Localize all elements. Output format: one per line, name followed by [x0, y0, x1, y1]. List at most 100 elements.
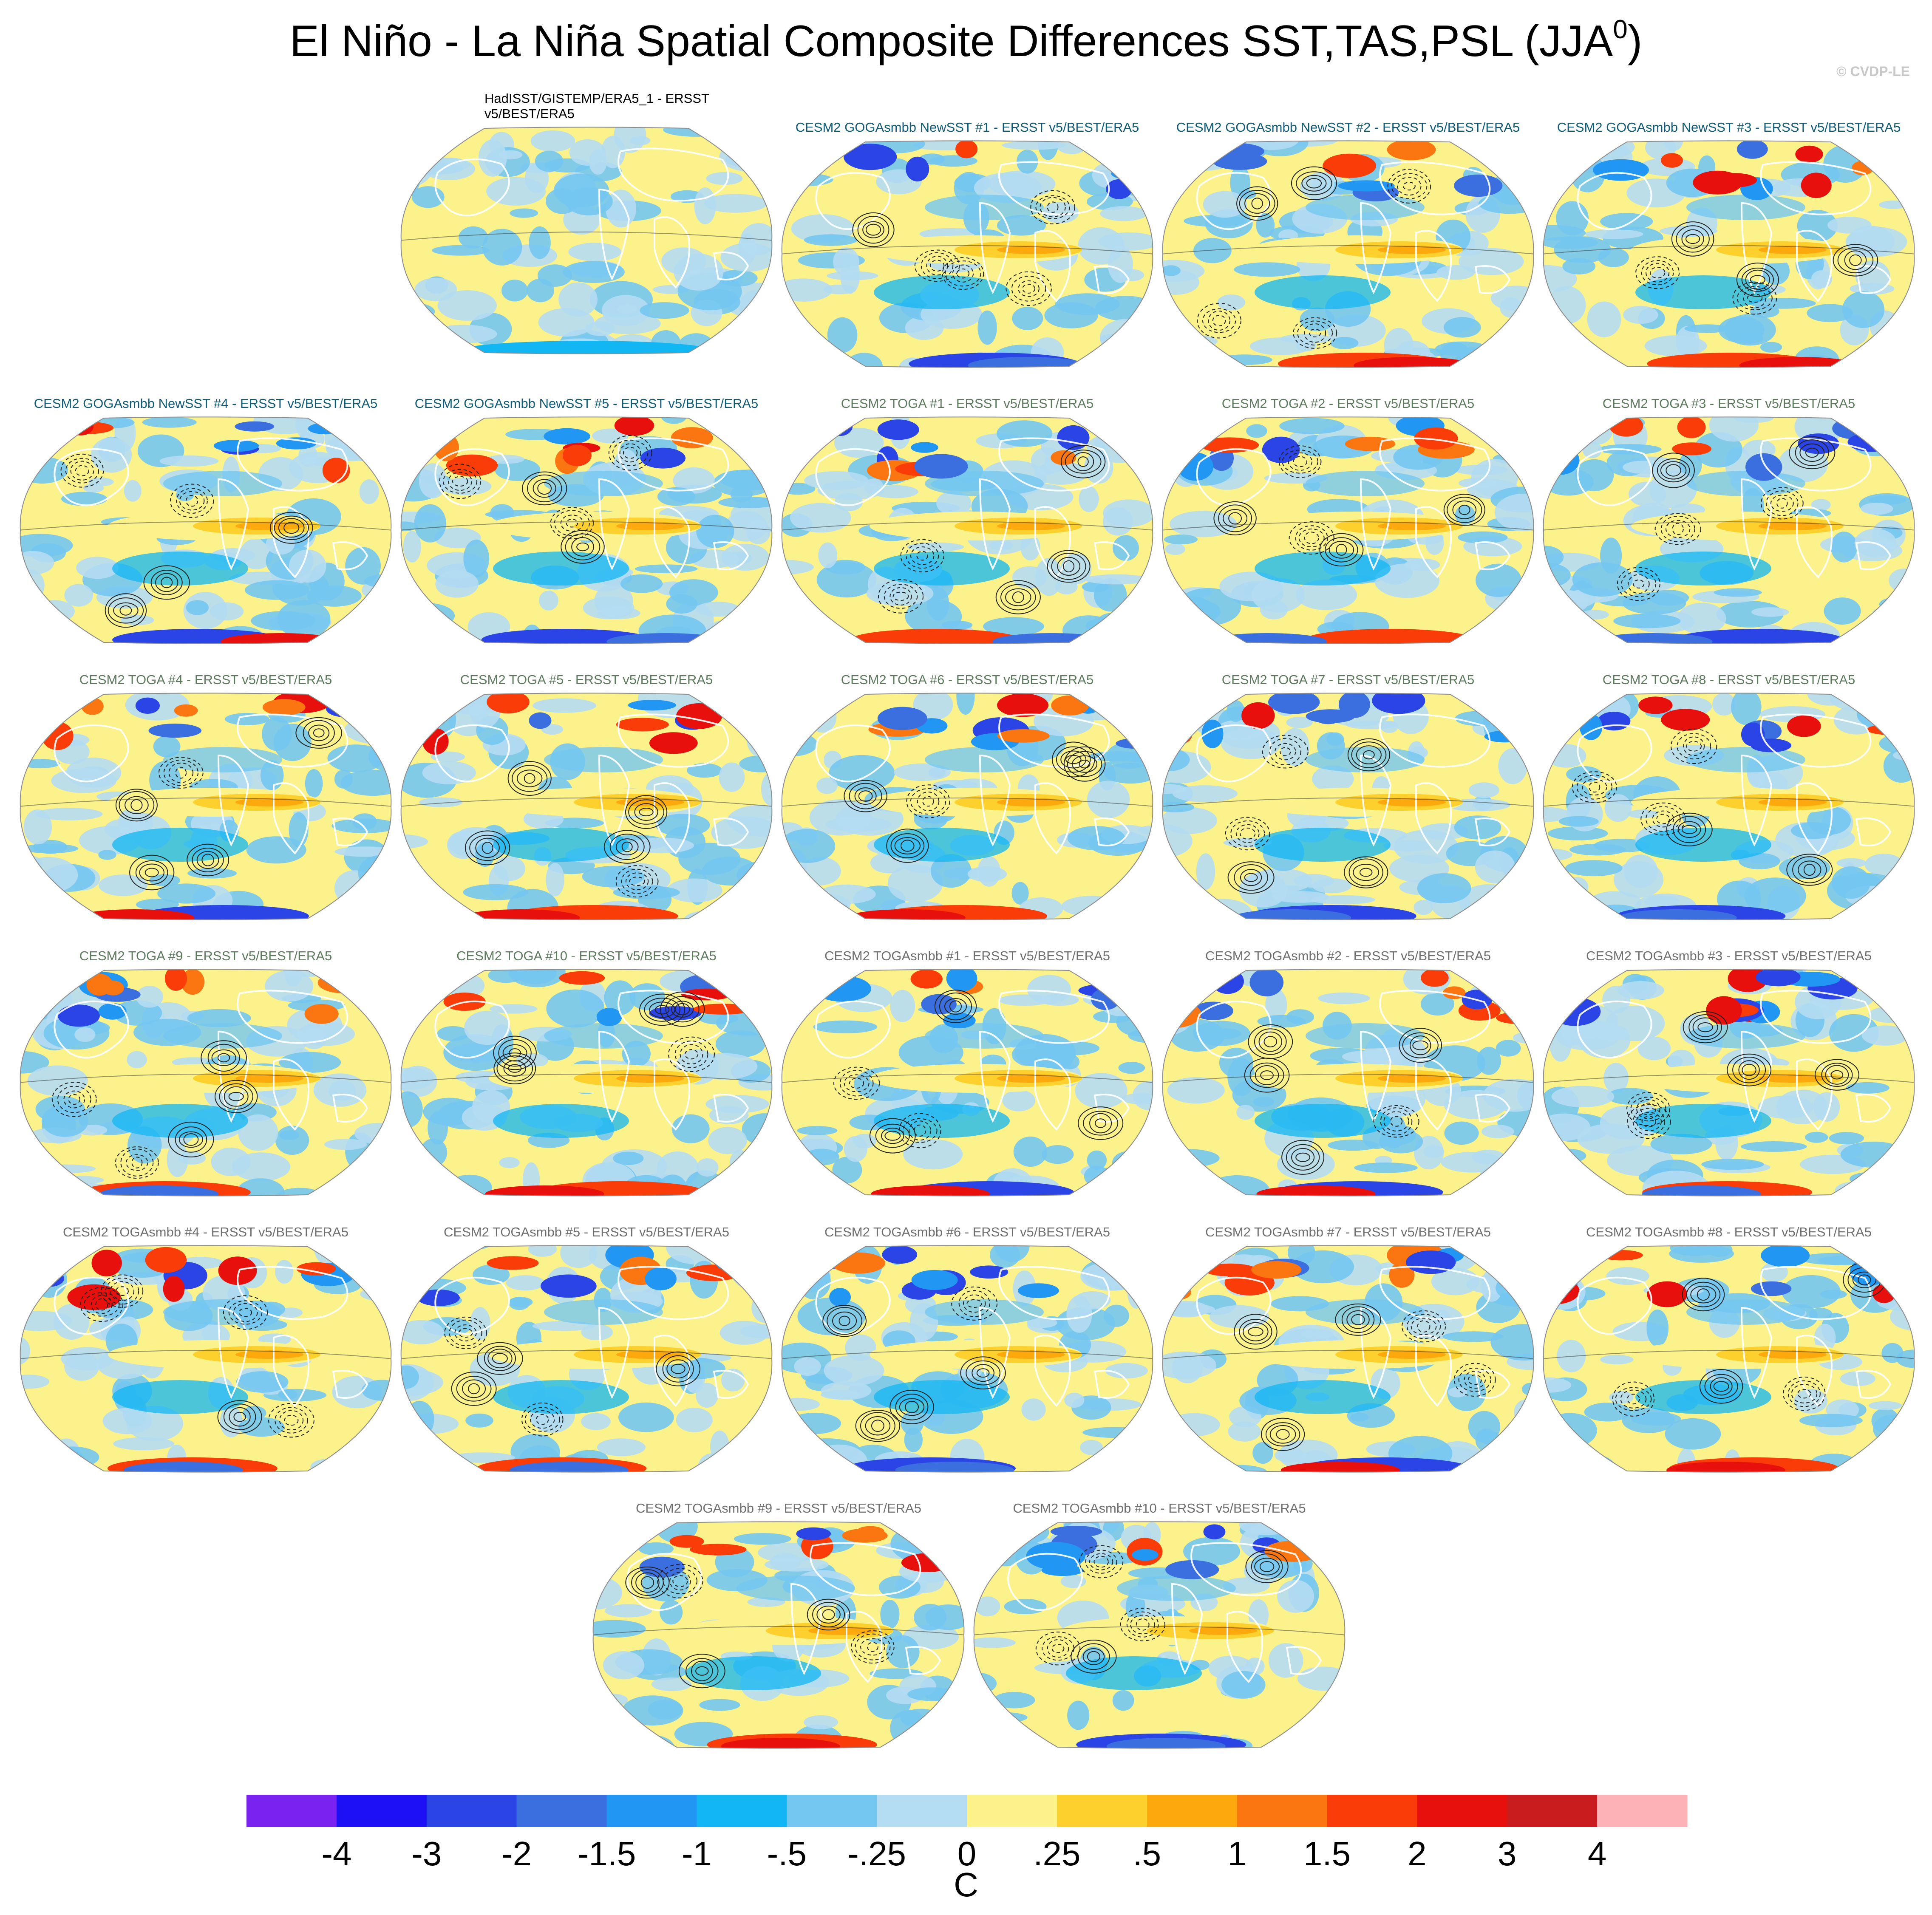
globe-map: [400, 1245, 773, 1473]
colorbar-swatch: [1597, 1795, 1688, 1827]
map-panel: CESM2 TOGA #6 - ERSST v5/BEST/ERA5: [780, 672, 1154, 927]
title-close: ): [1627, 17, 1643, 66]
colorbar-swatch: [1417, 1795, 1507, 1827]
panel-title: CESM2 TOGAsmbb #1 - ERSST v5/BEST/ERA5: [824, 948, 1110, 963]
globe-map: [400, 416, 773, 644]
map-panel: CESM2 TOGA #1 - ERSST v5/BEST/ERA5: [780, 396, 1154, 651]
colorbar-swatch: [967, 1795, 1057, 1827]
panel-title: CESM2 TOGAsmbb #7 - ERSST v5/BEST/ERA5: [1205, 1225, 1491, 1239]
credit-label: © CVDP-LE: [1836, 64, 1910, 79]
panel-title: CESM2 TOGA #8 - ERSST v5/BEST/ERA5: [1602, 672, 1856, 687]
globe-map: [1543, 693, 1915, 920]
panel-title: CESM2 TOGAsmbb #6 - ERSST v5/BEST/ERA5: [824, 1225, 1110, 1239]
panel-title: CESM2 TOGA #10 - ERSST v5/BEST/ERA5: [456, 948, 717, 963]
map-panel: CESM2 GOGAsmbb NewSST #1 - ERSST v5/BEST…: [780, 120, 1154, 375]
globe-map: [781, 969, 1153, 1197]
map-panel: CESM2 TOGA #4 - ERSST v5/BEST/ERA5: [19, 672, 393, 927]
globe-map: [592, 1521, 965, 1749]
globe-map: [781, 140, 1153, 368]
colorbar-unit: C: [954, 1866, 978, 1904]
title-text: El Niño - La Niña Spatial Composite Diff…: [289, 17, 1613, 66]
panel-title: CESM2 TOGA #1 - ERSST v5/BEST/ERA5: [841, 396, 1094, 411]
panel-title: CESM2 TOGA #3 - ERSST v5/BEST/ERA5: [1602, 396, 1856, 411]
globe-map: [20, 416, 392, 644]
map-panel: CESM2 TOGAsmbb #10 - ERSST v5/BEST/ERA5: [972, 1501, 1346, 1756]
map-panel: CESM2 TOGAsmbb #5 - ERSST v5/BEST/ERA5: [399, 1225, 773, 1479]
panel-title: CESM2 TOGA #2 - ERSST v5/BEST/ERA5: [1221, 396, 1475, 411]
panel-title: CESM2 GOGAsmbb NewSST #2 - ERSST v5/BEST…: [1176, 120, 1520, 135]
globe-map: [20, 693, 392, 920]
colorbar-swatch: [336, 1795, 427, 1827]
globe-map: [1543, 416, 1915, 644]
panel-title: CESM2 GOGAsmbb NewSST #1 - ERSST v5/BEST…: [795, 120, 1139, 135]
panel-title: CESM2 TOGAsmbb #5 - ERSST v5/BEST/ERA5: [444, 1225, 729, 1239]
page-title: El Niño - La Niña Spatial Composite Diff…: [0, 15, 1932, 66]
map-panel: CESM2 TOGA #8 - ERSST v5/BEST/ERA5: [1542, 672, 1916, 927]
globe-map: [973, 1521, 1346, 1749]
map-panel: HadISST/GISTEMP/ERA5_1 - ERSST v5/BEST/E…: [399, 91, 773, 361]
map-panel: CESM2 TOGA #9 - ERSST v5/BEST/ERA5: [19, 948, 393, 1203]
map-panel: CESM2 GOGAsmbb NewSST #3 - ERSST v5/BEST…: [1542, 120, 1916, 375]
map-panel: CESM2 TOGA #10 - ERSST v5/BEST/ERA5: [399, 948, 773, 1203]
globe-map: [1162, 1245, 1534, 1473]
globe-map: [20, 969, 392, 1197]
colorbar-swatch: [1327, 1795, 1417, 1827]
panel-title: CESM2 TOGA #9 - ERSST v5/BEST/ERA5: [79, 948, 332, 963]
colorbar-swatch: [426, 1795, 517, 1827]
map-panel: CESM2 TOGA #5 - ERSST v5/BEST/ERA5: [399, 672, 773, 927]
panel-title: CESM2 GOGAsmbb NewSST #3 - ERSST v5/BEST…: [1557, 120, 1901, 135]
panel-title: CESM2 TOGAsmbb #3 - ERSST v5/BEST/ERA5: [1586, 948, 1872, 963]
map-panel: CESM2 TOGAsmbb #9 - ERSST v5/BEST/ERA5: [592, 1501, 966, 1756]
panel-title: HadISST/GISTEMP/ERA5_1 - ERSST v5/BEST/E…: [484, 91, 709, 121]
map-panel: CESM2 TOGA #2 - ERSST v5/BEST/ERA5: [1161, 396, 1535, 651]
colorbar-swatch: [787, 1795, 877, 1827]
map-panel: CESM2 TOGAsmbb #8 - ERSST v5/BEST/ERA5: [1542, 1225, 1916, 1479]
globe-map: [20, 1245, 392, 1473]
map-panel: CESM2 TOGAsmbb #1 - ERSST v5/BEST/ERA5: [780, 948, 1154, 1203]
title-superscript: 0: [1613, 15, 1628, 45]
panel-title: CESM2 TOGAsmbb #4 - ERSST v5/BEST/ERA5: [63, 1225, 348, 1239]
globe-map: [1543, 1245, 1915, 1473]
panel-title: CESM2 TOGAsmbb #8 - ERSST v5/BEST/ERA5: [1586, 1225, 1872, 1239]
map-panel: CESM2 GOGAsmbb NewSST #4 - ERSST v5/BEST…: [19, 396, 393, 651]
globe-map: [781, 1245, 1153, 1473]
globe-map: [400, 969, 773, 1197]
globe-map: [400, 693, 773, 920]
panel-title: CESM2 TOGA #4 - ERSST v5/BEST/ERA5: [79, 672, 332, 687]
panel-title: CESM2 TOGA #6 - ERSST v5/BEST/ERA5: [841, 672, 1094, 687]
globe-map: [1543, 969, 1915, 1197]
colorbar-swatch: [606, 1795, 697, 1827]
globe-map: [1162, 140, 1534, 368]
colorbar-swatch: [516, 1795, 607, 1827]
panel-title: CESM2 TOGAsmbb #10 - ERSST v5/BEST/ERA5: [1013, 1501, 1306, 1516]
panel-title: CESM2 TOGA #7 - ERSST v5/BEST/ERA5: [1221, 672, 1475, 687]
map-panel: CESM2 TOGA #3 - ERSST v5/BEST/ERA5: [1542, 396, 1916, 651]
map-panel: CESM2 TOGAsmbb #4 - ERSST v5/BEST/ERA5: [19, 1225, 393, 1479]
globe-map: [1543, 140, 1915, 368]
globe-map: [400, 127, 773, 354]
globe-map: [1162, 693, 1534, 920]
map-panel: CESM2 TOGAsmbb #2 - ERSST v5/BEST/ERA5: [1161, 948, 1535, 1203]
globe-map: [781, 693, 1153, 920]
globe-map: [781, 416, 1153, 644]
map-panel: CESM2 TOGAsmbb #7 - ERSST v5/BEST/ERA5: [1161, 1225, 1535, 1479]
panel-title: CESM2 TOGA #5 - ERSST v5/BEST/ERA5: [460, 672, 713, 687]
colorbar-swatch: [877, 1795, 967, 1827]
map-panel: CESM2 TOGA #7 - ERSST v5/BEST/ERA5: [1161, 672, 1535, 927]
map-panel: CESM2 TOGAsmbb #6 - ERSST v5/BEST/ERA5: [780, 1225, 1154, 1479]
globe-map: [1162, 969, 1534, 1197]
panel-title: CESM2 TOGAsmbb #2 - ERSST v5/BEST/ERA5: [1205, 948, 1491, 963]
colorbar-swatch: [1057, 1795, 1147, 1827]
map-panel: CESM2 GOGAsmbb NewSST #5 - ERSST v5/BEST…: [399, 396, 773, 651]
panel-title: CESM2 TOGAsmbb #9 - ERSST v5/BEST/ERA5: [636, 1501, 921, 1516]
colorbar-swatch: [246, 1795, 337, 1827]
colorbar-swatch: [1237, 1795, 1327, 1827]
colorbar-swatch: [1507, 1795, 1598, 1827]
map-panel: CESM2 GOGAsmbb NewSST #2 - ERSST v5/BEST…: [1161, 120, 1535, 375]
panel-title: CESM2 GOGAsmbb NewSST #5 - ERSST v5/BEST…: [414, 396, 759, 411]
map-panel: CESM2 TOGAsmbb #3 - ERSST v5/BEST/ERA5: [1542, 948, 1916, 1203]
colorbar-swatch: [1147, 1795, 1238, 1827]
panel-title: CESM2 GOGAsmbb NewSST #4 - ERSST v5/BEST…: [34, 396, 378, 411]
globe-map: [1162, 416, 1534, 644]
colorbar-swatch: [697, 1795, 787, 1827]
